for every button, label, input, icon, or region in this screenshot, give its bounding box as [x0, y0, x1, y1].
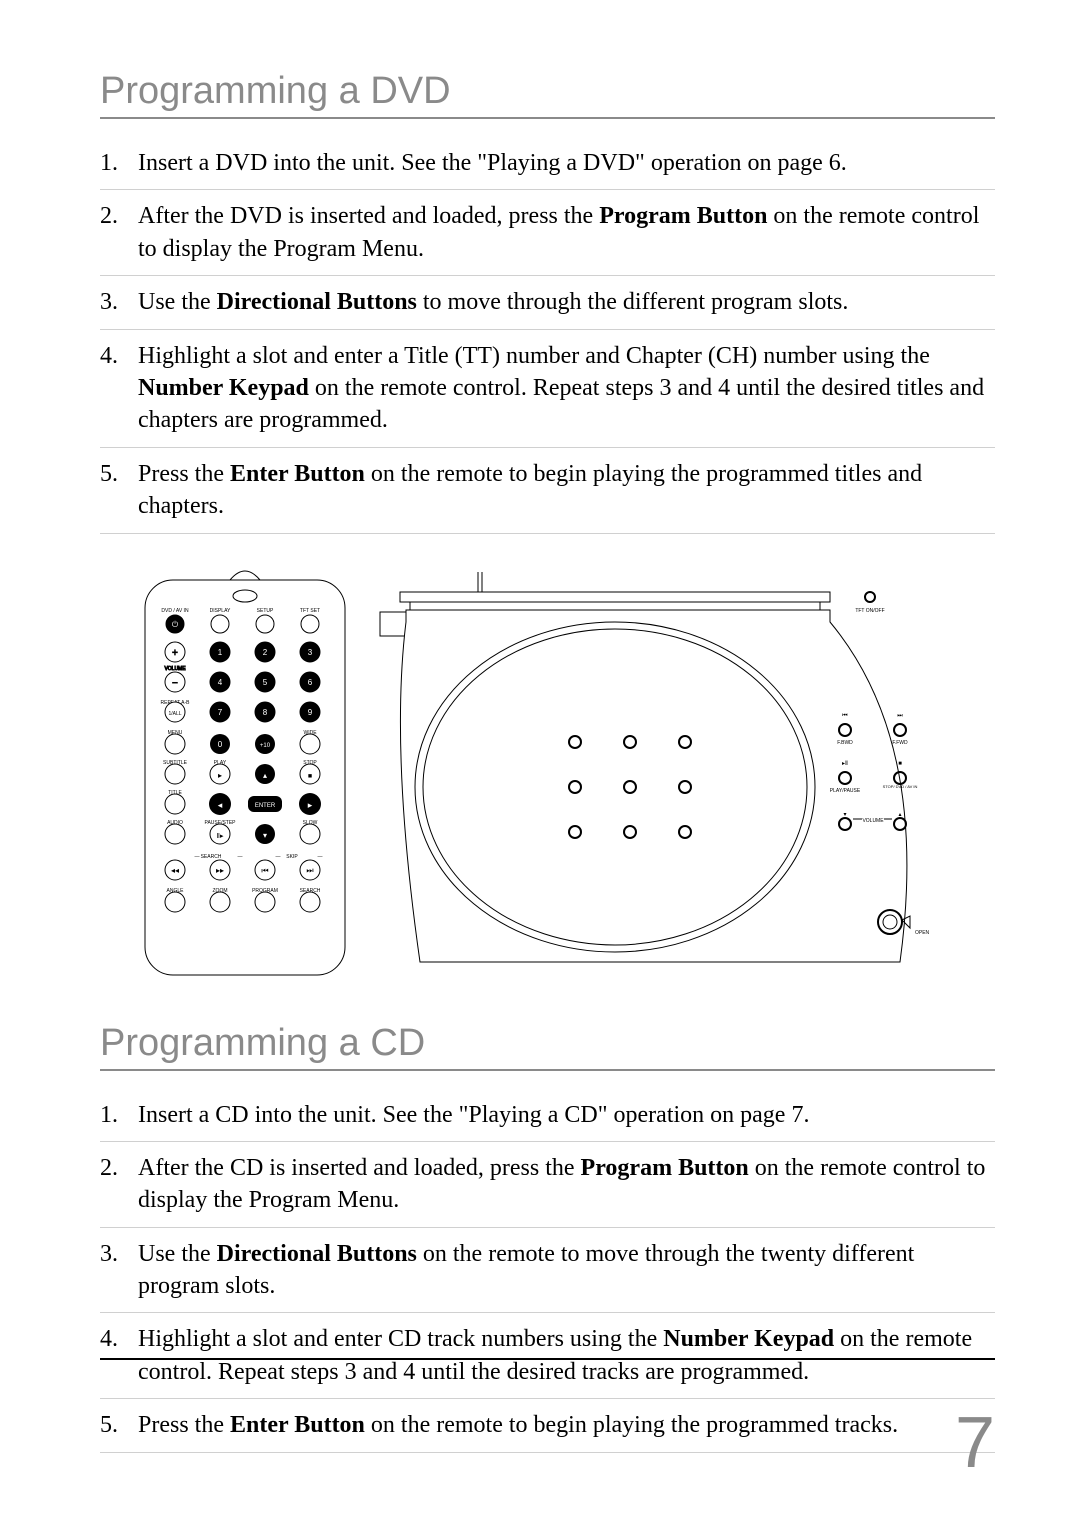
svg-text:◂: ◂	[218, 800, 223, 810]
enter-button-label: ENTER	[255, 803, 276, 809]
svg-text:▸: ▸	[218, 771, 222, 780]
section-title-dvd: Programming a DVD	[100, 70, 995, 119]
label: F.FWD	[892, 740, 908, 746]
label: DISPLAY	[210, 608, 231, 614]
keypad-plus10: +10	[260, 743, 271, 749]
remote-control-illustration: DVD / AV IN DISPLAY SETUP TFT SET ⏻ + VO…	[140, 562, 350, 982]
label: VOLUME	[164, 666, 186, 672]
label: OPEN	[915, 930, 930, 936]
svg-text:+: +	[172, 648, 178, 659]
step-item: Highlight a slot and enter CD track numb…	[100, 1313, 995, 1399]
label: F.BWD	[837, 740, 853, 746]
keypad-3: 3	[308, 648, 313, 657]
svg-text:◂◂: ◂◂	[171, 866, 179, 875]
label: PLAY/PAUSE	[830, 788, 861, 794]
keypad-1: 1	[218, 648, 223, 657]
svg-text:⏭: ⏭	[897, 713, 903, 719]
figure-row: DVD / AV IN DISPLAY SETUP TFT SET ⏻ + VO…	[140, 562, 995, 982]
step-item: Use the Directional Buttons on the remot…	[100, 1228, 995, 1314]
svg-text:▸: ▸	[308, 800, 313, 810]
svg-text:■: ■	[898, 761, 902, 767]
svg-text:▸Ⅱ: ▸Ⅱ	[842, 761, 848, 767]
manual-page: Programming a DVD Insert a DVD into the …	[0, 0, 1080, 1532]
svg-text:—: —	[195, 854, 200, 860]
label: TFT SET	[300, 608, 320, 614]
step-item: Insert a DVD into the unit. See the "Pla…	[100, 137, 995, 190]
keypad-9: 9	[308, 708, 313, 717]
step-item: After the CD is inserted and loaded, pre…	[100, 1142, 995, 1228]
svg-text:⏮: ⏮	[842, 713, 848, 719]
step-item: Use the Directional Buttons to move thro…	[100, 276, 995, 329]
step-item: Press the Enter Button on the remote to …	[100, 1399, 995, 1452]
keypad-8: 8	[263, 708, 268, 717]
keypad-0: 0	[218, 740, 223, 749]
dvd-player-illustration: TFT ON/OFF ⏮ F.BWD ⏭ F.FWD ▸Ⅱ PLAY/PAUSE…	[370, 562, 940, 982]
step-item: Highlight a slot and enter a Title (TT) …	[100, 330, 995, 448]
svg-text:—: —	[276, 854, 281, 860]
keypad-2: 2	[263, 648, 268, 657]
svg-text:▾: ▾	[263, 831, 267, 840]
svg-text:■: ■	[308, 772, 312, 780]
power-icon: ⏻	[172, 620, 179, 629]
label: SKIP	[286, 854, 298, 860]
svg-text:▸▸: ▸▸	[216, 866, 224, 875]
label: SEARCH	[201, 854, 222, 860]
svg-text:Ⅱ▸: Ⅱ▸	[217, 832, 224, 840]
svg-text:▴: ▴	[898, 812, 901, 818]
label: DVD / AV IN	[161, 608, 189, 614]
svg-text:⏭: ⏭	[306, 866, 313, 875]
keypad-6: 6	[308, 678, 313, 687]
label-1all: 1/ALL	[168, 711, 181, 717]
svg-text:—: —	[318, 854, 323, 860]
label: SETUP	[257, 608, 274, 614]
section-title-cd: Programming a CD	[100, 1022, 995, 1071]
label: VOLUME	[862, 818, 884, 824]
svg-text:−: −	[172, 678, 178, 689]
keypad-7: 7	[218, 708, 223, 717]
svg-text:⏮: ⏮	[261, 866, 268, 875]
keypad-5: 5	[263, 678, 268, 687]
cd-steps-list: Insert a CD into the unit. See the "Play…	[100, 1089, 995, 1453]
page-number: 7	[955, 1402, 995, 1484]
keypad-4: 4	[218, 678, 223, 687]
footer-rule	[100, 1358, 995, 1360]
dvd-steps-list: Insert a DVD into the unit. See the "Pla…	[100, 137, 995, 534]
step-item: Insert a CD into the unit. See the "Play…	[100, 1089, 995, 1142]
label: STOP/ DVD / AV IN	[883, 784, 918, 789]
svg-text:—: —	[238, 854, 243, 860]
step-item: After the DVD is inserted and loaded, pr…	[100, 190, 995, 276]
svg-text:▾: ▾	[843, 812, 846, 818]
step-item: Press the Enter Button on the remote to …	[100, 448, 995, 534]
label: TFT ON/OFF	[855, 608, 884, 614]
svg-text:▴: ▴	[263, 771, 267, 780]
